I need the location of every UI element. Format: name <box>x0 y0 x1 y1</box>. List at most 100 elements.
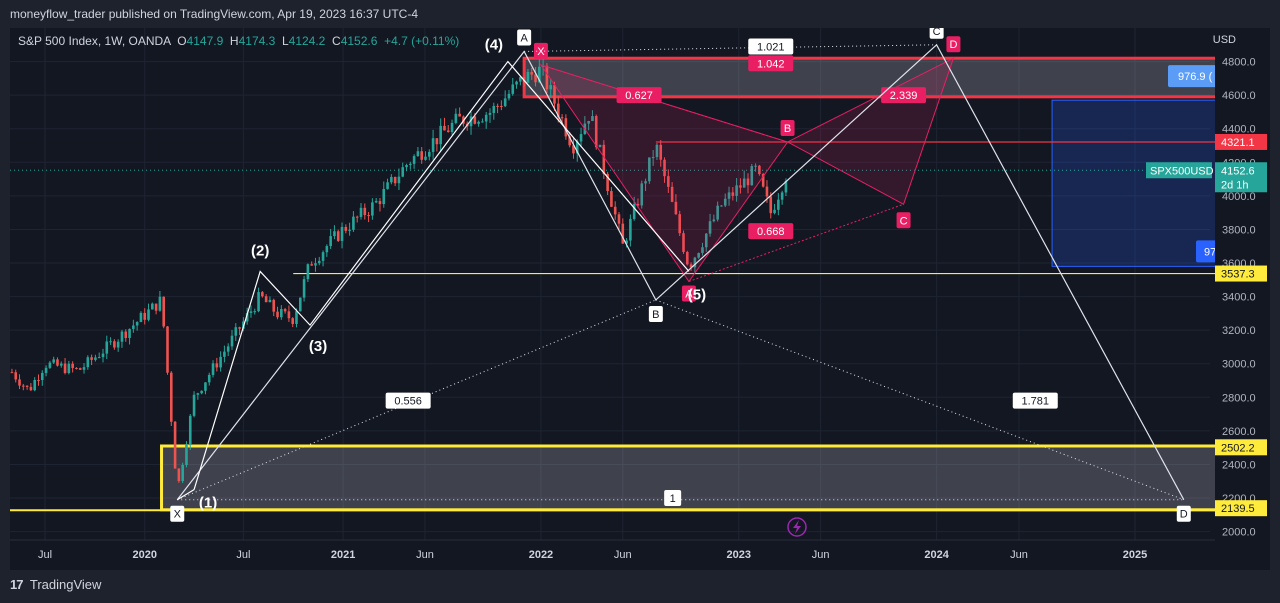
low-value: 4124.2 <box>288 34 326 48</box>
candle-body <box>538 66 541 83</box>
candle-body <box>534 74 537 83</box>
candle-body <box>166 326 169 373</box>
candle-body <box>519 77 522 82</box>
candle-body <box>22 385 25 387</box>
candle-body <box>63 363 67 373</box>
x-tick-label: Jul <box>38 549 52 561</box>
candle-body <box>731 192 735 196</box>
candle-body <box>572 145 575 154</box>
candle-body <box>14 372 18 380</box>
candle-body <box>291 318 295 324</box>
x-tick-label: 2020 <box>132 549 156 561</box>
candle-body <box>674 201 678 215</box>
candle-body <box>272 299 276 312</box>
price-label: 3537.3 <box>1221 269 1255 281</box>
candle-body <box>333 231 336 237</box>
candle-body <box>587 120 590 124</box>
white-ratio-tag <box>664 490 682 507</box>
white-pattern-diagonal <box>177 299 657 501</box>
candle-body <box>594 116 598 148</box>
pink-ratio-tag <box>616 87 662 104</box>
candle-body <box>606 173 609 192</box>
candle-body <box>777 199 780 210</box>
candle-body <box>500 105 503 107</box>
candle-body <box>610 191 613 207</box>
candle-body <box>754 165 757 167</box>
candle-body <box>549 85 553 90</box>
lightning-bolt <box>793 520 801 534</box>
candle-body <box>109 341 112 343</box>
candle-body <box>264 296 268 303</box>
candle-body <box>257 292 260 312</box>
candle-body <box>545 65 549 90</box>
candle-body <box>371 202 374 216</box>
y-tick-label: 3800.0 <box>1222 224 1256 236</box>
projection-bottom-label: 97 <box>1204 246 1216 258</box>
candle-body <box>147 309 150 320</box>
candle-body <box>249 311 253 313</box>
y-tick-label: 2400.0 <box>1222 459 1256 471</box>
candle-body <box>207 374 211 383</box>
projection-box <box>1051 99 1219 267</box>
candle-body <box>344 226 348 231</box>
symbol-name[interactable]: S&P 500 Index, 1W, OANDA <box>18 34 171 48</box>
candle-body <box>367 215 370 217</box>
candle-body <box>727 192 731 199</box>
currency-label[interactable]: USD <box>1212 34 1236 46</box>
candle-body <box>151 303 154 310</box>
pink-ratio-label: 0.668 <box>757 226 785 238</box>
candle-body <box>629 218 632 241</box>
x-tick-label: Jun <box>1010 549 1028 561</box>
pink-ratio-tag <box>881 87 927 104</box>
lightning-ring <box>787 517 807 537</box>
white-point-x: X <box>174 509 182 521</box>
candle-body <box>659 144 663 160</box>
candle-body <box>192 394 196 416</box>
candle-body <box>124 331 128 339</box>
candle-body <box>454 113 458 123</box>
candle-body <box>226 346 230 352</box>
elliott-label: (2) <box>251 242 269 259</box>
candle-body <box>746 178 750 186</box>
candle-body <box>390 176 393 183</box>
white-ratio-label: 0.556 <box>394 396 422 408</box>
candle-body <box>420 151 424 160</box>
candle-body <box>363 207 367 216</box>
white-ratio-tag <box>1012 392 1058 409</box>
candle-body <box>712 219 716 222</box>
y-tick-label: 4800.0 <box>1222 57 1256 69</box>
candle-body <box>86 357 90 368</box>
candle-body <box>450 122 454 133</box>
candle-body <box>101 353 105 358</box>
y-tick-label: 2800.0 <box>1222 392 1256 404</box>
candle-body <box>336 231 340 241</box>
candle-body <box>135 322 139 326</box>
candle-body <box>496 105 499 107</box>
y-tick-label: 3200.0 <box>1222 325 1256 337</box>
candle-body <box>280 309 283 318</box>
candle-body <box>765 186 769 197</box>
white-ratio-label: 1.021 <box>757 41 785 53</box>
candle-body <box>382 188 386 205</box>
candle-body <box>82 367 86 370</box>
white-ratio-tag <box>385 392 431 409</box>
candle-body <box>644 181 647 184</box>
price-chart[interactable]: 976.9 (97XABCD0.6271.0422.3390.668XABCD0… <box>10 28 1270 570</box>
candle-body <box>298 297 302 312</box>
candle-body <box>435 138 439 145</box>
candle-body <box>617 214 621 224</box>
y-tick-label: 3400.0 <box>1222 292 1256 304</box>
candle-body <box>780 192 784 200</box>
x-tick-label: 2022 <box>529 549 553 561</box>
footer-brand: TradingView <box>29 577 102 592</box>
pink-point-a-tag <box>681 285 696 302</box>
candle-body <box>670 186 674 202</box>
candle-body <box>143 312 147 320</box>
candle-body <box>348 229 351 231</box>
candle-body <box>105 341 109 354</box>
pink-ratio-label: 2.339 <box>890 90 918 102</box>
candle-body <box>591 116 594 121</box>
candle-body <box>188 415 192 446</box>
chart-frame[interactable]: 976.9 (97 X A B C D 0.627 1.042 2.339 0.668 X A B C D 0… <box>10 28 1270 570</box>
price-label-tag <box>1215 500 1267 517</box>
